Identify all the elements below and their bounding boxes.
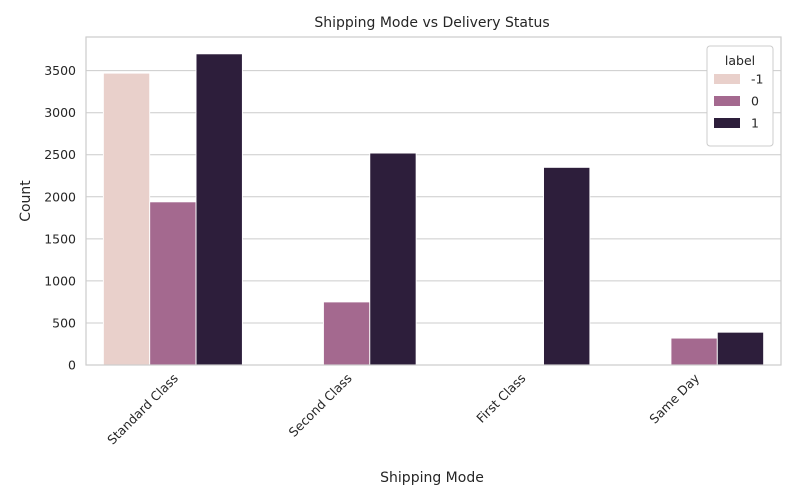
plot-frame: [85, 36, 782, 366]
legend: label -1 0 1: [706, 45, 774, 147]
x-axis-label: Shipping Mode: [380, 470, 484, 486]
bar: [369, 152, 417, 366]
legend-entry-label: 1: [751, 116, 759, 131]
y-tick-labels: 0 500 1000 1500 2000 2500 3000 3500: [44, 63, 76, 372]
bar: [670, 337, 718, 366]
bar: [102, 72, 151, 366]
y-tick-label: 3000: [44, 105, 76, 120]
bar: [543, 166, 591, 366]
y-tick-label: 500: [52, 315, 76, 330]
y-tick-label: 3500: [44, 63, 76, 78]
y-axis-label: Count: [18, 180, 34, 222]
y-tick-label: 0: [68, 358, 76, 373]
bar: [195, 53, 243, 366]
legend-entry-label: -1: [751, 72, 763, 87]
chart-title: Shipping Mode vs Delivery Status: [314, 15, 549, 31]
legend-entries: -1 0 1: [714, 72, 763, 131]
bars-layer: [102, 53, 765, 366]
bar: [149, 201, 197, 366]
y-tick-label: 2500: [44, 147, 76, 162]
y-tick-label: 1500: [44, 231, 76, 246]
y-tick-label: 2000: [44, 189, 76, 204]
legend-swatch: [714, 74, 740, 84]
y-tick-label: 1000: [44, 273, 76, 288]
legend-swatch: [714, 96, 740, 106]
legend-entry-label: 0: [751, 94, 759, 109]
bar: [323, 301, 371, 366]
bar: [716, 331, 765, 366]
legend-title: label: [725, 53, 755, 68]
legend-swatch: [714, 118, 740, 128]
